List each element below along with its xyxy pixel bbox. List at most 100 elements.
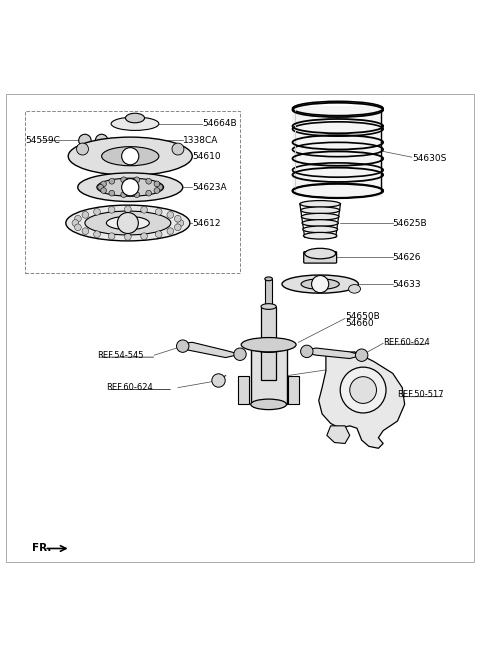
Circle shape	[340, 367, 386, 413]
Ellipse shape	[111, 117, 159, 131]
Circle shape	[141, 233, 147, 239]
Ellipse shape	[76, 143, 88, 155]
Circle shape	[109, 178, 115, 184]
Text: 54660: 54660	[345, 319, 373, 328]
Circle shape	[101, 188, 107, 194]
Text: 54664B: 54664B	[202, 119, 237, 129]
Circle shape	[98, 184, 104, 190]
Circle shape	[212, 374, 225, 387]
Text: 54559C: 54559C	[25, 136, 60, 145]
Circle shape	[167, 228, 174, 234]
Circle shape	[300, 345, 313, 358]
Circle shape	[177, 220, 184, 226]
Text: REF.50-517: REF.50-517	[397, 390, 444, 400]
Circle shape	[74, 215, 81, 222]
Circle shape	[356, 349, 368, 361]
Circle shape	[177, 340, 189, 352]
Ellipse shape	[303, 226, 337, 233]
Ellipse shape	[261, 304, 276, 310]
Bar	[265, 279, 273, 306]
Ellipse shape	[303, 232, 337, 239]
Circle shape	[108, 207, 115, 213]
Circle shape	[96, 134, 108, 147]
Ellipse shape	[97, 178, 164, 196]
Ellipse shape	[251, 399, 287, 409]
Text: 54612: 54612	[192, 218, 221, 228]
Polygon shape	[183, 342, 240, 358]
Ellipse shape	[251, 342, 287, 352]
Circle shape	[72, 220, 79, 226]
Ellipse shape	[125, 113, 144, 123]
Ellipse shape	[300, 201, 340, 207]
Text: 54625B: 54625B	[393, 218, 427, 228]
Ellipse shape	[172, 143, 184, 155]
Text: 54633: 54633	[393, 279, 421, 289]
Ellipse shape	[85, 211, 171, 235]
Ellipse shape	[305, 249, 336, 259]
Ellipse shape	[301, 279, 339, 289]
Circle shape	[124, 234, 131, 240]
Circle shape	[121, 148, 139, 165]
Circle shape	[154, 188, 160, 194]
Circle shape	[121, 178, 139, 195]
Ellipse shape	[302, 220, 338, 226]
Ellipse shape	[102, 147, 159, 166]
Ellipse shape	[107, 216, 149, 230]
Bar	[288, 376, 300, 404]
Text: REF.60-624: REF.60-624	[107, 383, 153, 392]
Bar	[238, 376, 249, 404]
Circle shape	[124, 206, 131, 213]
Circle shape	[94, 231, 100, 237]
Circle shape	[146, 178, 152, 184]
Circle shape	[74, 224, 81, 231]
Circle shape	[312, 276, 329, 293]
Text: 54626: 54626	[393, 253, 421, 262]
Text: 54630S: 54630S	[412, 154, 446, 163]
Circle shape	[156, 231, 162, 237]
Polygon shape	[319, 352, 405, 448]
Ellipse shape	[265, 277, 273, 281]
Circle shape	[117, 213, 138, 234]
Circle shape	[174, 224, 181, 231]
Polygon shape	[307, 348, 362, 359]
Circle shape	[94, 209, 100, 215]
Bar	[251, 347, 287, 404]
Circle shape	[156, 209, 162, 215]
Circle shape	[350, 377, 376, 403]
Circle shape	[109, 190, 115, 196]
Ellipse shape	[78, 173, 183, 201]
Ellipse shape	[66, 205, 190, 241]
Circle shape	[146, 190, 152, 196]
Circle shape	[174, 215, 181, 222]
Ellipse shape	[241, 338, 296, 352]
Circle shape	[141, 207, 147, 213]
Circle shape	[82, 211, 89, 218]
FancyBboxPatch shape	[304, 252, 336, 263]
Ellipse shape	[300, 207, 340, 214]
Circle shape	[121, 177, 127, 182]
Polygon shape	[292, 106, 383, 197]
Circle shape	[79, 134, 91, 147]
Polygon shape	[327, 426, 350, 443]
Bar	[261, 306, 276, 380]
Circle shape	[167, 211, 174, 218]
Circle shape	[121, 192, 127, 197]
Circle shape	[134, 177, 140, 182]
Ellipse shape	[68, 137, 192, 175]
Circle shape	[82, 228, 89, 234]
Text: 54645: 54645	[345, 363, 373, 372]
Text: FR.: FR.	[33, 543, 52, 554]
Circle shape	[234, 348, 246, 360]
Ellipse shape	[348, 285, 360, 293]
Circle shape	[157, 184, 163, 190]
Circle shape	[154, 181, 160, 187]
Text: 54610: 54610	[192, 152, 221, 161]
Circle shape	[108, 233, 115, 239]
Text: 1338CA: 1338CA	[183, 136, 218, 145]
Text: 54623A: 54623A	[192, 183, 227, 192]
Text: REF.54-545: REF.54-545	[97, 351, 144, 359]
Ellipse shape	[282, 275, 359, 293]
Text: REF.60-624: REF.60-624	[383, 338, 430, 347]
Text: 54650B: 54650B	[345, 312, 380, 321]
Ellipse shape	[301, 213, 339, 220]
